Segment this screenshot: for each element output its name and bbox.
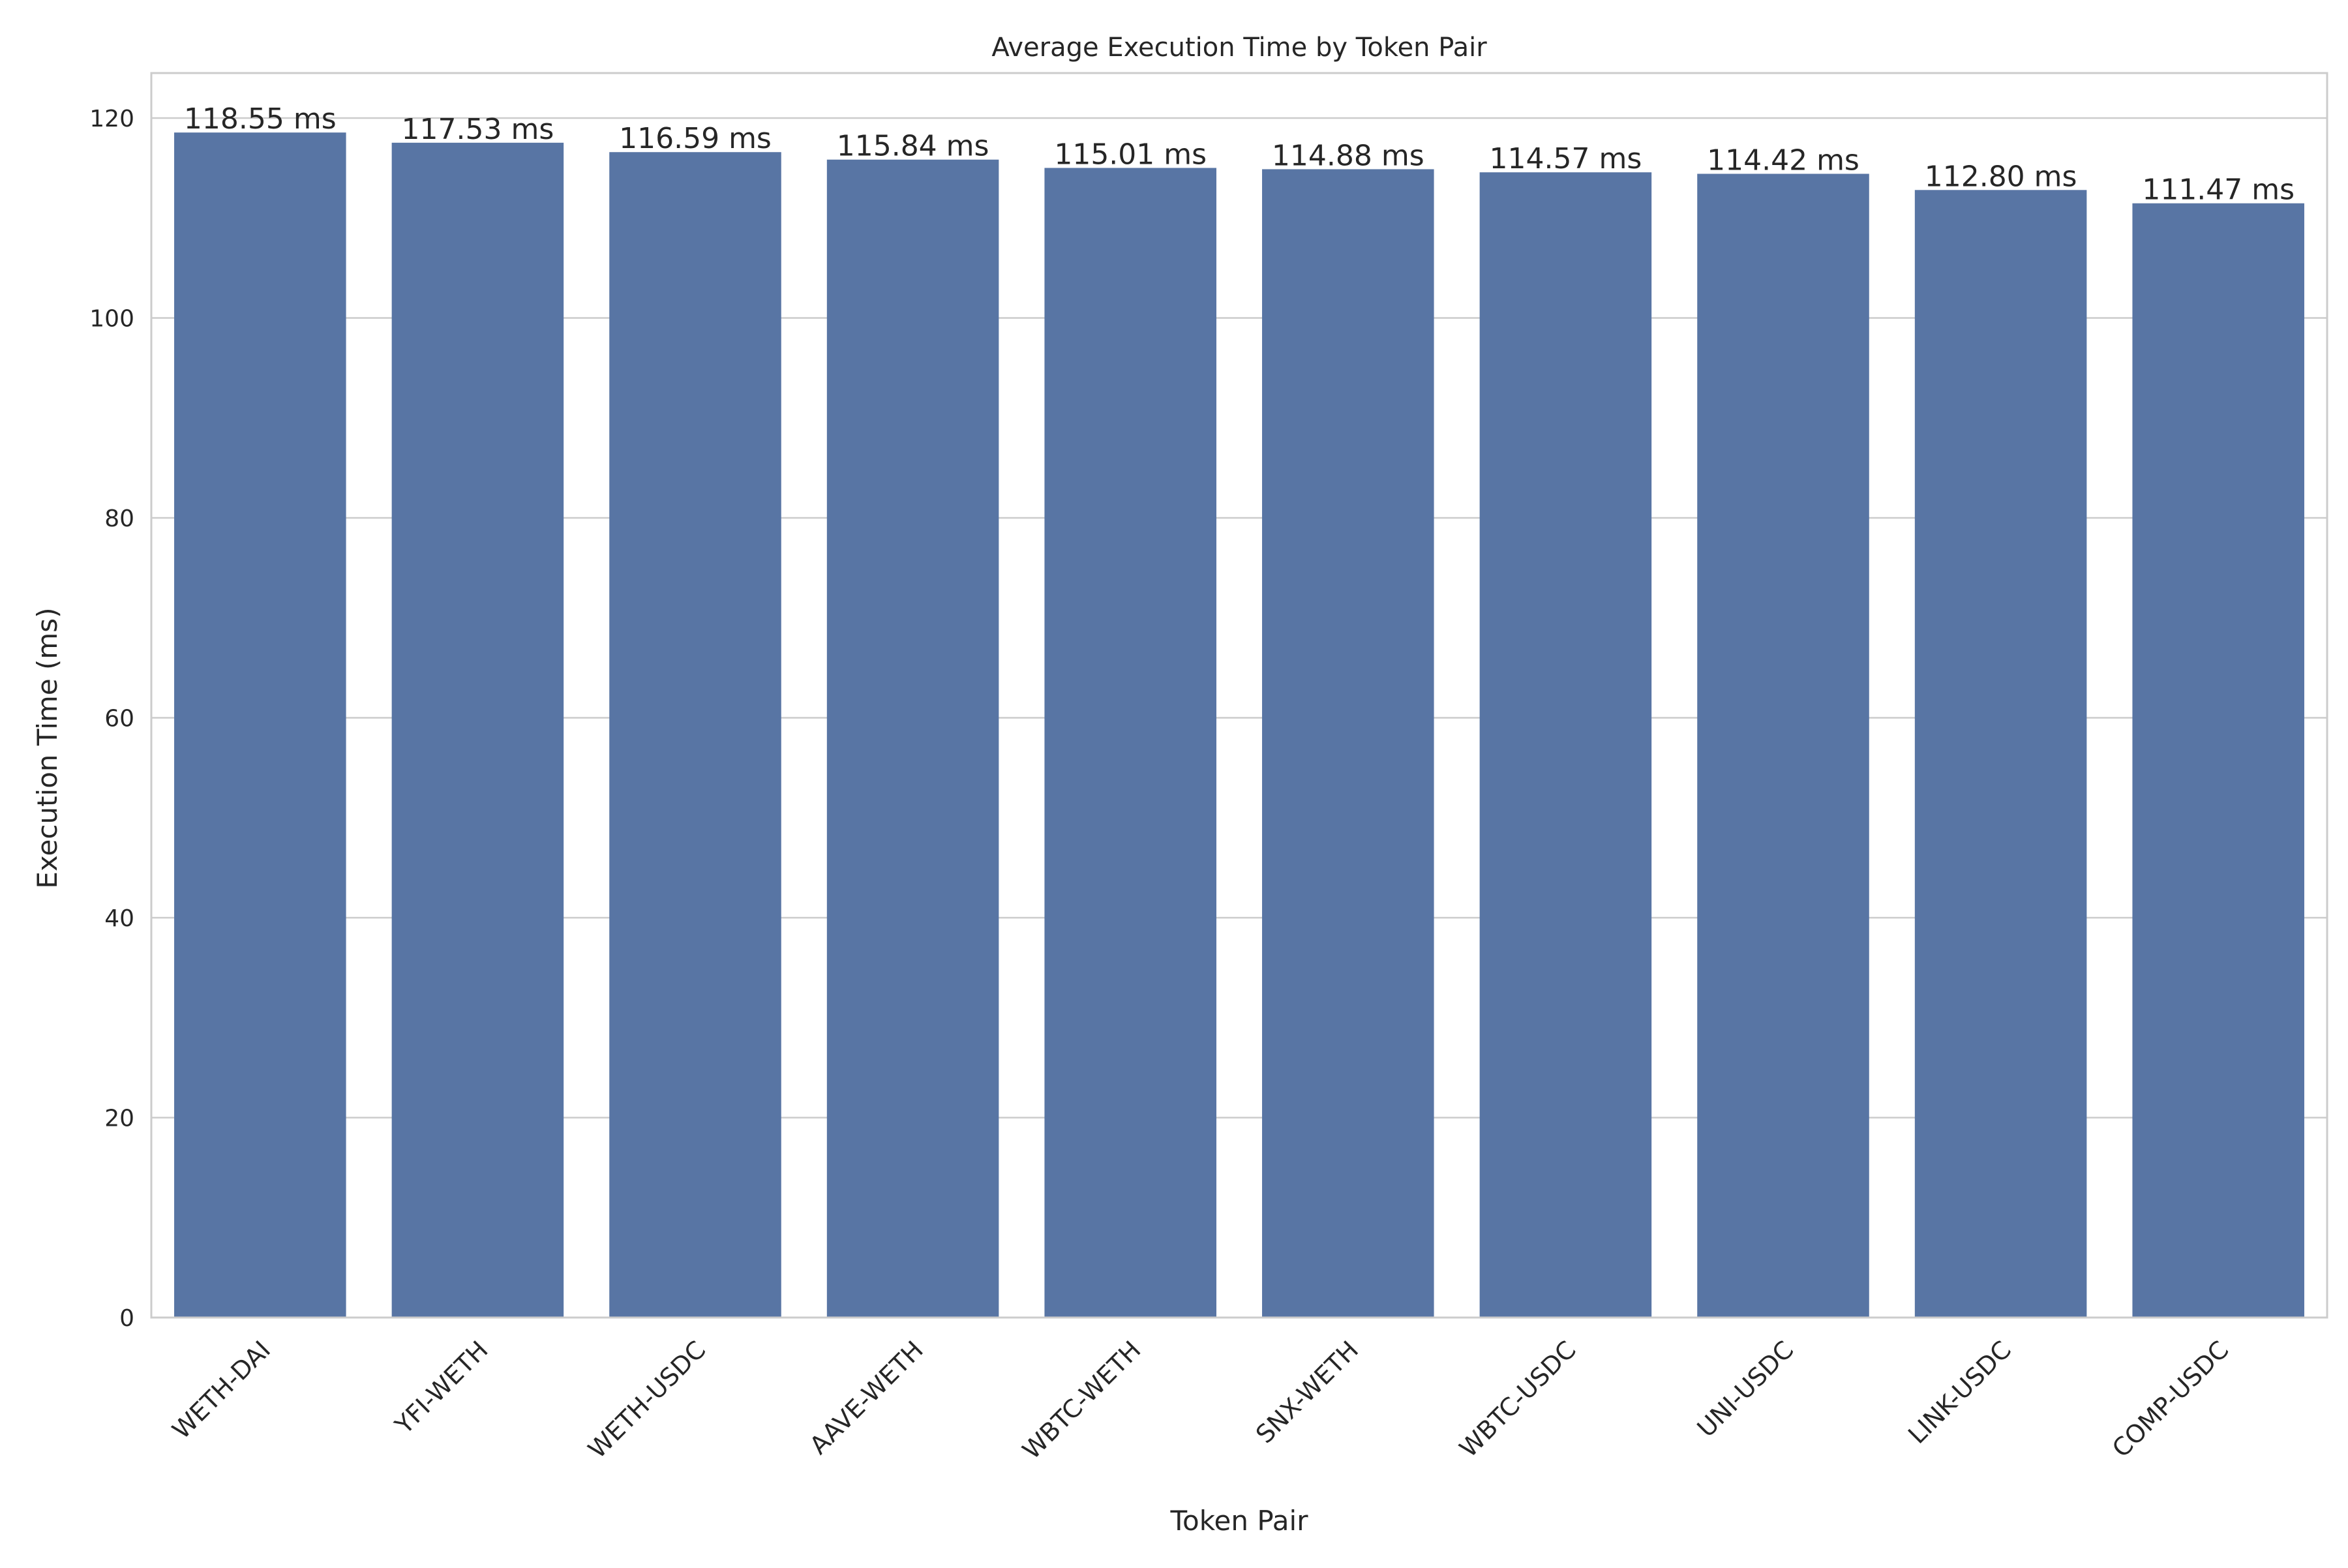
bar-uni-usdc: [1697, 173, 1869, 1318]
y-tick-label: 20: [104, 1105, 134, 1132]
bar-value-label: 115.84 ms: [837, 130, 989, 163]
bar-value-label: 114.57 ms: [1490, 142, 1642, 175]
bar-aave-weth: [826, 159, 999, 1318]
bar-wbtc-usdc: [1479, 172, 1652, 1318]
bar-link-usdc: [1914, 190, 2087, 1318]
y-tick-label: 100: [89, 305, 134, 332]
bars: [174, 132, 2304, 1318]
bar-snx-weth: [1262, 169, 1434, 1318]
axes-frame: [150, 72, 2328, 1319]
y-tick-label: 40: [104, 905, 134, 932]
bar-value-label: 115.01 ms: [1054, 138, 1207, 171]
bar-weth-dai: [174, 132, 346, 1318]
bar-value-label: 116.59 ms: [619, 122, 772, 155]
bar-wbtc-weth: [1044, 168, 1216, 1318]
bar-value-label: 114.42 ms: [1707, 143, 1859, 177]
bar-value-label: 118.55 ms: [184, 102, 337, 136]
y-axis-label: Execution Time (ms): [31, 607, 63, 888]
y-tick-label: 60: [104, 705, 134, 732]
y-axis-ticks: 0 20 40 60 80 100 120: [89, 106, 134, 1332]
bar-value-label: 117.53 ms: [402, 113, 554, 146]
bar-comp-usdc: [2132, 203, 2304, 1318]
bar-value-label: 112.80 ms: [1925, 160, 2077, 193]
bar-value-labels: 118.55 ms 117.53 ms 116.59 ms 115.84 ms 115.…: [184, 102, 2295, 207]
y-tick-label: 80: [104, 505, 134, 532]
x-axis-label: Token Pair: [1170, 1505, 1309, 1537]
bar-value-label: 111.47 ms: [2142, 173, 2295, 207]
y-tick-label: 0: [119, 1305, 134, 1332]
y-tick-label: 120: [89, 106, 134, 132]
bar-yfi-weth: [391, 142, 564, 1318]
chart-title: Average Execution Time by Token Pair: [991, 33, 1487, 63]
bar-value-label: 114.88 ms: [1272, 139, 1424, 172]
bar-weth-usdc: [609, 152, 781, 1318]
